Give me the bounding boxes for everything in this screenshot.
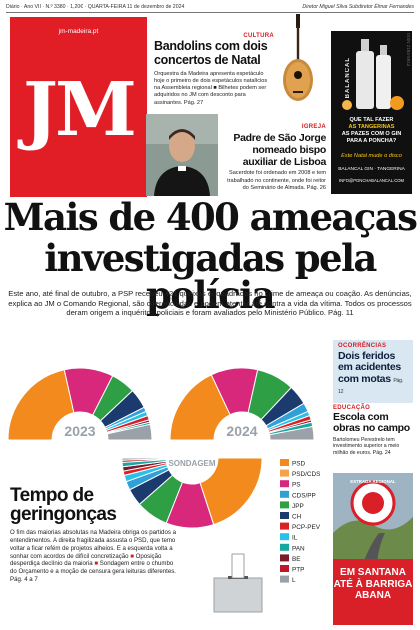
legend-swatch-l bbox=[280, 575, 289, 583]
legend-swatch-ps bbox=[280, 480, 289, 488]
slice-c2024-outros bbox=[268, 425, 315, 441]
story-tempo-title[interactable]: Tempo de geringonças bbox=[10, 485, 117, 526]
main-headline-line2[interactable]: investigadas pela polícia bbox=[44, 236, 377, 317]
legend-swatch-pan bbox=[280, 543, 289, 551]
election-charts: 2023 2024 SONDAGEM PSD PSD/CDS PS CDS/PP JPP CH P… bbox=[7, 367, 321, 613]
legend-label-il: IL bbox=[292, 535, 298, 542]
ad-product: BALANCAL GIN · TANGERINA bbox=[338, 167, 405, 172]
issn-tag: ISSN 2184-5913 bbox=[406, 33, 411, 67]
story-bispo-body: Sacerdote foi ordenado em 2008 e tem tra… bbox=[227, 170, 326, 191]
priest-photo bbox=[146, 114, 218, 196]
masthead[interactable]: jm-madeira.pt JM bbox=[10, 17, 147, 197]
legend-label-pan: PAN bbox=[292, 545, 305, 552]
ballot-box bbox=[213, 577, 263, 613]
story-ocorrencias[interactable]: OCORRÊNCIAS Dois feridos em acidentes co… bbox=[333, 340, 413, 403]
ad-badge-text: ESTRADA REGIONAL bbox=[350, 479, 396, 484]
ballot-paper bbox=[231, 553, 245, 579]
slice-c2023-psd bbox=[7, 369, 75, 441]
kicker-igreja: IGREJA bbox=[301, 124, 326, 130]
legend-label-ps: PS bbox=[292, 482, 301, 489]
legend-swatch-psd bbox=[280, 459, 289, 466]
legend-swatch-pcp-pev bbox=[280, 522, 289, 530]
kicker-ocorrencias: OCORRÊNCIAS bbox=[338, 343, 387, 349]
ad-brand: BALANCAL bbox=[345, 57, 351, 99]
slice-c2023-outros bbox=[106, 423, 153, 441]
kicker-educacao: EDUCAÇÃO bbox=[333, 405, 371, 411]
story-educacao[interactable]: EDUCAÇÃO Escola com obras no campo Barto… bbox=[333, 405, 413, 457]
story-bispo[interactable]: IGREJA Padre de São Jorge nomeado bispo … bbox=[222, 124, 326, 192]
slice-csondagem-psd bbox=[199, 457, 263, 526]
legend-label-jpp: JPP bbox=[292, 503, 304, 510]
chart-title-2023: 2023 bbox=[64, 423, 95, 439]
top-info-bar: Diário · Ano VII · N.º 3380 · 1,20€ · QU… bbox=[6, 3, 414, 13]
story-bispo-title[interactable]: Padre de São Jorge nomeado bispo auxilia… bbox=[233, 132, 326, 168]
ad-line-2: ATÉ À BARRIGA ABANA bbox=[333, 579, 413, 601]
legend-label-ptp: PTP bbox=[292, 567, 304, 574]
legend-label-l: L bbox=[292, 577, 296, 584]
legend-swatch-ch bbox=[280, 512, 289, 519]
legend-label-psd: PSD bbox=[292, 461, 306, 468]
legend-label-ch: CH bbox=[292, 514, 302, 521]
legend-swatch-il bbox=[280, 533, 289, 541]
ad-contact[interactable]: INFO@PONCHABALANCAL.COM bbox=[339, 178, 404, 183]
slice-csondagem-l bbox=[121, 457, 167, 461]
ad-balancal[interactable]: BALANCAL QUE TAL FAZER AS TANGERINAS AS … bbox=[331, 31, 412, 194]
ad-slogan: Este Natal mude o disco bbox=[341, 153, 402, 159]
chart-title-2024: 2024 bbox=[226, 423, 257, 439]
kicker-cultura: CULTURA bbox=[243, 33, 274, 39]
ad-headline: QUE TAL FAZER AS TANGERINAS AS PAZES COM… bbox=[341, 117, 402, 144]
main-lede: Este ano, até final de outubro, a PSP re… bbox=[8, 289, 412, 318]
story-educacao-title[interactable]: Escola com obras no campo bbox=[333, 411, 410, 435]
ad-estrada-santana[interactable]: ESTRADA REGIONAL EM SANTANA ATÉ À BARRIG… bbox=[333, 473, 413, 625]
story-tempo[interactable]: Tempo de geringonças O fim das maiorias … bbox=[10, 486, 198, 584]
story-educacao-body: Bartolomeu Perestrelo tem investimento s… bbox=[333, 436, 400, 457]
story-ocorrencias-title[interactable]: Dois feridos em acidentes com motas Pág.… bbox=[338, 350, 403, 395]
legend-label-psd-cds: PSD/CDS bbox=[292, 471, 320, 478]
edition-info: Diário · Ano VII · N.º 3380 · 1,20€ · QU… bbox=[6, 4, 185, 10]
masthead-logo: JM bbox=[23, 67, 137, 153]
story-bandolins[interactable]: CULTURA Bandolins com dois concertos de … bbox=[154, 33, 322, 107]
main-headline-line1[interactable]: Mais de 400 ameaças bbox=[3, 195, 418, 239]
ad-line-1: EM SANTANA bbox=[340, 567, 406, 578]
masthead-url[interactable]: jm-madeira.pt bbox=[58, 28, 99, 35]
legend-swatch-be bbox=[280, 554, 289, 562]
editors-line: Diretor Miguel Silva Subdiretor Élmar Fe… bbox=[302, 4, 414, 10]
ad-bottom-banner: EM SANTANA ATÉ À BARRIGA ABANA bbox=[333, 559, 413, 625]
story-bandolins-body: Orquestra da Madeira apresenta espetácul… bbox=[154, 70, 268, 106]
legend-label-be: BE bbox=[292, 556, 301, 563]
legend-swatch-psd-cds bbox=[280, 469, 289, 477]
legend-label-pcp-pev: PCP-PEV bbox=[292, 524, 321, 531]
story-tempo-body: O fim das maiorias absolutas na Madeira … bbox=[10, 528, 176, 584]
legend-swatch-jpp bbox=[280, 501, 289, 509]
chart-title-sondagem: SONDAGEM bbox=[168, 459, 215, 468]
story-bandolins-title[interactable]: Bandolins com dois concertos de Natal bbox=[154, 39, 268, 67]
legend-swatch-ptp bbox=[280, 565, 289, 572]
legend-swatch-cds-pp bbox=[280, 490, 289, 498]
mandolin-image bbox=[283, 14, 313, 101]
legend-label-cds-pp: CDS/PP bbox=[292, 492, 316, 499]
